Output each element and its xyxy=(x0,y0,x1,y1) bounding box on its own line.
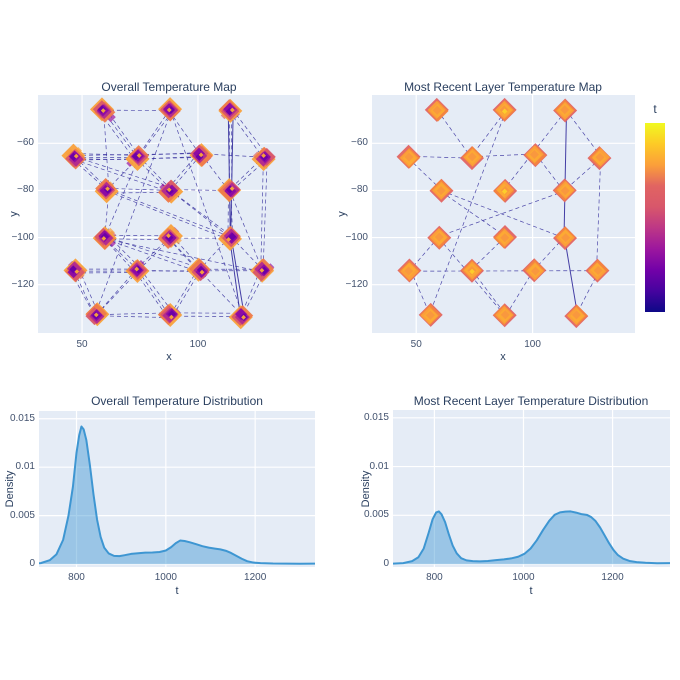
recent_distribution-x-tick: 800 xyxy=(426,572,443,583)
recent_map-x-tick: 100 xyxy=(524,339,541,350)
overall_distribution-x-tick: 800 xyxy=(68,572,85,583)
recent-map-plot[interactable] xyxy=(372,95,635,333)
recent_distribution-y-tick: 0.01 xyxy=(369,460,389,472)
recent_map-y-tick: −120 xyxy=(345,278,368,290)
overall_map-x-tick: 50 xyxy=(76,339,88,350)
overall-map-canvas[interactable] xyxy=(38,95,300,333)
overall-map-plot[interactable] xyxy=(38,95,300,333)
overall_distribution-x-tick: 1200 xyxy=(244,572,267,583)
overall-distribution-plot[interactable] xyxy=(39,411,315,567)
recent-map-xaxis-label: x xyxy=(500,351,506,363)
recent_distribution-y-tick: 0.015 xyxy=(363,411,389,423)
recent_distribution-y-tick: 0 xyxy=(383,558,389,570)
recent-map-title: Most Recent Layer Temperature Map xyxy=(404,80,602,94)
overall_distribution-y-tick: 0.01 xyxy=(15,461,35,473)
recent-distribution-title: Most Recent Layer Temperature Distributi… xyxy=(413,394,649,408)
overall_map-y-tick: −80 xyxy=(17,184,34,196)
overall_map-y-tick: −120 xyxy=(11,278,34,290)
overall_map-x-tick: 100 xyxy=(189,339,207,350)
recent_map-y-tick: −100 xyxy=(345,231,368,243)
overall_distribution-y-tick: 0 xyxy=(29,558,35,570)
overall_distribution-y-tick: 0.015 xyxy=(9,412,35,424)
recent-map-yaxis-label: y xyxy=(336,211,348,217)
recent_map-y-tick: −80 xyxy=(351,184,368,196)
recent_map-y-tick: −60 xyxy=(351,137,368,149)
overall-map-yaxis-label: y xyxy=(8,211,20,217)
recent_distribution-x-tick: 1000 xyxy=(512,572,535,583)
recent-distribution-xaxis-label: t xyxy=(529,585,533,597)
overall-distribution-xaxis-label: t xyxy=(175,585,179,597)
overall_map-y-tick: −100 xyxy=(11,231,34,243)
overall-distribution-canvas[interactable] xyxy=(39,411,315,567)
overall_distribution-y-tick: 0.005 xyxy=(9,509,35,521)
recent_distribution-y-tick: 0.005 xyxy=(363,509,389,521)
colorbar-label: t xyxy=(653,102,657,116)
recent-distribution-yaxis-label: Density xyxy=(360,470,372,508)
overall-map-title: Overall Temperature Map xyxy=(101,80,237,94)
recent_map-x-tick: 50 xyxy=(410,339,422,350)
recent-distribution-canvas[interactable] xyxy=(393,410,670,567)
overall-distribution-title: Overall Temperature Distribution xyxy=(91,394,263,408)
recent-map-canvas[interactable] xyxy=(372,95,635,333)
overall_distribution-x-tick: 1000 xyxy=(154,572,177,583)
overall_map-y-tick: −60 xyxy=(17,137,34,149)
overall-distribution-yaxis-label: Density xyxy=(4,470,16,508)
recent_distribution-x-tick: 1200 xyxy=(601,572,624,583)
colorbar-gradient xyxy=(645,123,665,312)
overall-map-xaxis-label: x xyxy=(166,351,172,363)
recent-distribution-plot[interactable] xyxy=(393,410,670,567)
